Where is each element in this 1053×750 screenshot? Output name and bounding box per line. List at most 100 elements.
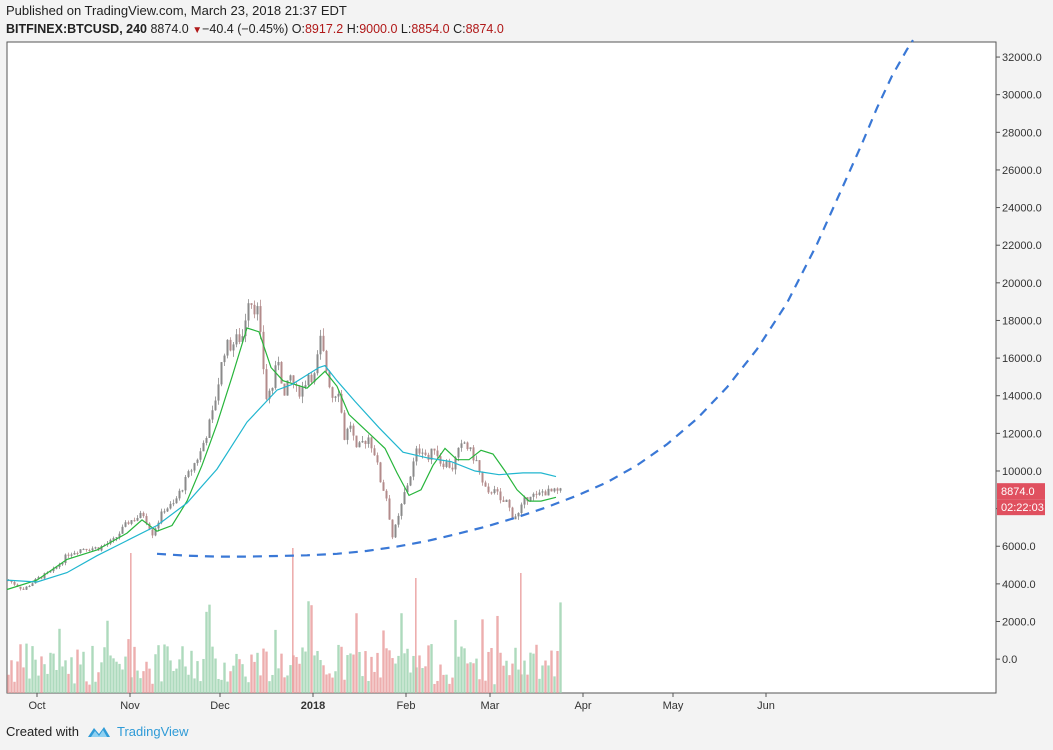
candle-body [313, 373, 316, 383]
volume-bar [490, 648, 493, 693]
candle-body [199, 451, 202, 460]
volume-bar [31, 646, 34, 693]
volume-bar [325, 674, 328, 693]
candle-body [82, 548, 85, 550]
candle-body [463, 442, 466, 444]
volume-bar [343, 679, 346, 693]
volume-bar [313, 655, 316, 693]
candle-body [532, 493, 535, 497]
candle-body [193, 463, 196, 471]
price-axis[interactable]: 32000.0 30000.0 28000.0 26000.0 24000.0 22000… [996, 52, 1042, 666]
ma-fast-line [6, 327, 557, 591]
volume-bar [481, 619, 484, 693]
candle-body [328, 371, 331, 388]
candle-body [310, 374, 313, 383]
candle-body [382, 482, 385, 491]
volume-bar [475, 658, 478, 693]
volume-bar [349, 653, 352, 693]
volume-spike [292, 548, 294, 693]
volume-bar [328, 673, 331, 693]
candle-body [469, 447, 472, 450]
volume-bar [109, 655, 112, 693]
volume-bar [118, 663, 121, 693]
volume-bar [355, 613, 358, 693]
volume-bar [85, 681, 88, 693]
candle-body [100, 546, 103, 551]
candle-body [286, 380, 289, 396]
time-axis[interactable]: Oct Nov Dec 2018 Feb Mar Apr May Jun [28, 693, 775, 712]
volume-bar [19, 644, 22, 693]
tradingview-brand[interactable]: TradingView [87, 724, 189, 739]
x-tick-label: Feb [397, 700, 416, 712]
volume-bar [274, 629, 277, 693]
candle-body [22, 588, 25, 590]
candle-body [298, 385, 301, 397]
y-tick-label: 18000.0 [1002, 315, 1042, 327]
volume-bar [508, 675, 511, 693]
candle-body [55, 567, 58, 569]
x-tick-label: Nov [120, 700, 140, 712]
candle-body [211, 410, 214, 420]
published-line: Published on TradingView.com, March 23, … [6, 3, 347, 18]
close-label: C: [453, 22, 466, 36]
candle-body [226, 339, 229, 356]
volume-bar [127, 639, 130, 693]
close-value: 8874.0 [465, 22, 504, 36]
volume-bar [124, 656, 127, 693]
volume-bar [259, 675, 262, 693]
candle-body [121, 526, 124, 534]
volume-bar [502, 665, 505, 693]
candle-body [58, 564, 61, 568]
volume-bar [184, 666, 187, 693]
volume-bar [418, 655, 421, 693]
volume-bar [529, 652, 532, 693]
volume-bar [121, 669, 124, 693]
volume-bar [298, 663, 301, 693]
volume-bar [214, 658, 217, 693]
volume-bar [196, 661, 199, 693]
volume-bar [220, 679, 223, 693]
candle-body [478, 460, 481, 472]
candle-body [172, 503, 175, 505]
volume-bar [34, 659, 37, 693]
volume-bar [211, 646, 214, 693]
candle-body [127, 522, 130, 524]
candle-body [322, 335, 325, 351]
volume-bar [73, 683, 76, 693]
volume-bar [238, 659, 241, 693]
candle-body [559, 488, 562, 491]
candle-body [289, 375, 292, 381]
volume-bar [448, 683, 451, 693]
symbol-label[interactable]: BITFINEX:BTCUSD, 240 [6, 22, 147, 36]
candle-body [52, 568, 55, 572]
candle-body [475, 460, 478, 462]
candle-body [94, 547, 97, 549]
volume-bar [16, 661, 19, 693]
candle-body [220, 362, 223, 385]
candle-body [61, 562, 64, 565]
volume-bar [217, 678, 220, 693]
volume-bar [379, 677, 382, 693]
candle-body [550, 488, 553, 492]
volume-bar [247, 682, 250, 693]
volume-bar [142, 671, 145, 693]
volume-bar [64, 660, 67, 693]
candle-body [445, 461, 448, 467]
candle-body [388, 498, 391, 520]
candle-body [499, 491, 502, 501]
candle-body [250, 303, 253, 305]
volume-bar [352, 654, 355, 693]
candle-body [181, 490, 184, 492]
volume-bar [460, 646, 463, 693]
last-price-badges: 8874.0 02:22:03 [997, 483, 1045, 516]
volume-bar [547, 665, 550, 693]
volume-bar [40, 656, 43, 693]
tradingview-logo-icon [87, 726, 110, 737]
volume-bar [97, 672, 100, 693]
candle-body [157, 522, 160, 529]
plot-area[interactable] [6, 41, 997, 694]
candle-body [517, 513, 520, 517]
candle-body [394, 524, 397, 538]
volume-bar [400, 613, 403, 693]
